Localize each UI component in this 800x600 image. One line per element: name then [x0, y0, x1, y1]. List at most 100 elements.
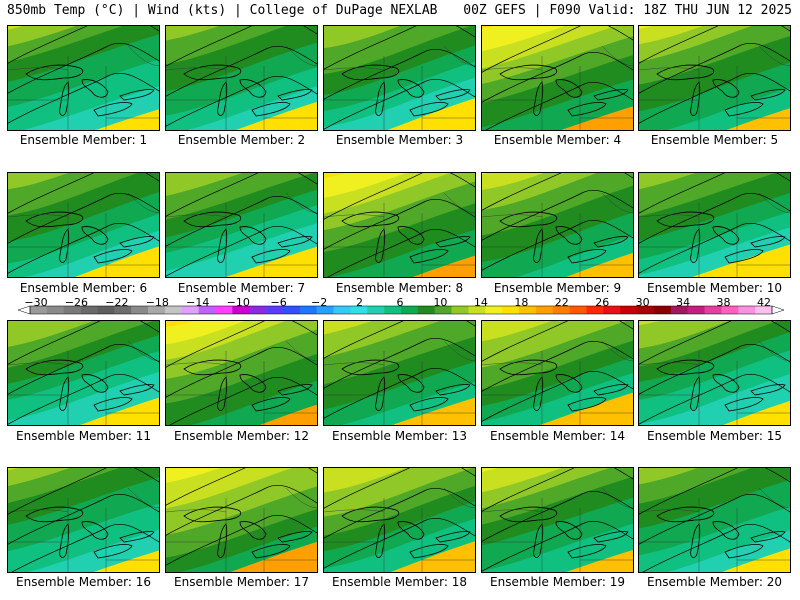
- temperature-map: [639, 26, 790, 130]
- lake-outline: [183, 64, 242, 81]
- colorbar-tick-label: −18: [145, 296, 169, 309]
- temperature-band: [8, 321, 94, 347]
- ensemble-member-label: Ensemble Member: 18: [332, 575, 467, 589]
- ensemble-panel: [165, 467, 318, 573]
- temperature-band: [639, 173, 776, 217]
- lake-outline: [593, 236, 629, 248]
- height-contour: [166, 225, 317, 277]
- height-contour: [166, 484, 317, 536]
- colorbar-swatch: [401, 306, 419, 314]
- lake-outline: [239, 374, 267, 393]
- colorbar-swatch: [552, 306, 570, 314]
- height-contour: [8, 343, 159, 395]
- temperature-band: [8, 26, 24, 30]
- lake-outline: [239, 226, 267, 245]
- colorbar-swatch: [114, 306, 132, 314]
- temperature-map: [639, 468, 790, 572]
- colorbar-tick-label: −14: [186, 296, 210, 309]
- temperature-band: [166, 468, 220, 483]
- temperature-band: [639, 468, 698, 485]
- lake-outline: [690, 81, 701, 116]
- ensemble-panel: [481, 25, 634, 131]
- height-contour: [639, 222, 790, 274]
- ensemble-panel: [7, 25, 160, 131]
- lake-outline: [555, 521, 583, 540]
- height-contour: [8, 72, 159, 124]
- colorbar-swatch: [721, 306, 739, 314]
- lake-outline: [435, 89, 471, 101]
- lake-outline: [341, 211, 400, 228]
- height-contour: [482, 370, 633, 422]
- lake-outline: [435, 384, 471, 396]
- height-contour: [166, 75, 317, 127]
- height-contour: [324, 367, 475, 419]
- colorbar-swatch: [569, 306, 587, 314]
- lake-outline: [690, 523, 701, 558]
- temperature-band: [639, 26, 703, 45]
- height-contour: [482, 490, 633, 542]
- height-contour: [482, 340, 633, 392]
- colorbar-swatch: [181, 306, 199, 314]
- colorbar-swatch: [148, 306, 166, 314]
- temperature-band: [324, 321, 441, 358]
- colorbar-swatch: [299, 306, 317, 314]
- colorbar-swatch: [367, 306, 385, 314]
- height-contour: [8, 222, 159, 274]
- height-contour: [639, 321, 790, 365]
- height-contour: [324, 198, 475, 250]
- ensemble-panel: [638, 320, 791, 426]
- temperature-band: [324, 26, 400, 49]
- colorbar-swatch: [417, 306, 436, 314]
- ensemble-panel: [165, 172, 318, 278]
- temperature-band: [482, 26, 493, 29]
- lake-outline: [183, 211, 242, 228]
- temperature-band: [8, 26, 77, 47]
- height-contour: [11, 523, 159, 572]
- colorbar-swatch: [333, 306, 351, 314]
- colorbar-swatch: [502, 306, 520, 314]
- temperature-band: [166, 321, 195, 328]
- colorbar-swatch: [755, 306, 773, 314]
- colorbar-tick-label: 26: [595, 296, 610, 309]
- height-contour: [8, 373, 159, 425]
- border-line: [8, 362, 69, 366]
- colorbar-tick-label: −30: [24, 296, 48, 309]
- temperature-band: [8, 321, 10, 322]
- temperature-band: [639, 26, 653, 29]
- height-contour: [482, 51, 633, 103]
- colorbar-swatch: [687, 306, 705, 314]
- border-line: [285, 340, 317, 362]
- ensemble-panel: [165, 320, 318, 426]
- temperature-band: [482, 173, 489, 174]
- lake-outline: [341, 64, 400, 81]
- colorbar-tick-label: −22: [105, 296, 129, 309]
- height-contour: [8, 42, 159, 94]
- temperature-map: [639, 173, 790, 277]
- colorbar-swatch: [164, 306, 183, 314]
- temperature-map: [482, 26, 633, 130]
- border-line: [482, 509, 543, 513]
- border-line: [601, 487, 633, 509]
- border-line: [166, 214, 227, 218]
- temperature-map: [482, 468, 633, 572]
- lake-outline: [183, 506, 242, 523]
- lake-outline: [593, 89, 629, 101]
- height-contour: [324, 337, 475, 389]
- border-line: [482, 362, 543, 366]
- border-line: [324, 67, 385, 71]
- temperature-band: [639, 173, 696, 190]
- lake-outline: [119, 531, 155, 543]
- border-line: [127, 45, 159, 67]
- colorbar-swatch: [586, 306, 604, 314]
- ensemble-panel: [638, 25, 791, 131]
- lake-outline: [397, 521, 425, 540]
- lake-outline: [81, 521, 109, 540]
- temperature-band: [482, 173, 544, 190]
- ensemble-panel: [7, 320, 160, 426]
- colorbar-tick-label: 18: [514, 296, 529, 309]
- lake-outline: [375, 81, 386, 116]
- height-contour: [8, 192, 159, 244]
- temperature-band: [8, 468, 19, 471]
- lake-outline: [435, 531, 471, 543]
- temperature-band: [8, 173, 138, 216]
